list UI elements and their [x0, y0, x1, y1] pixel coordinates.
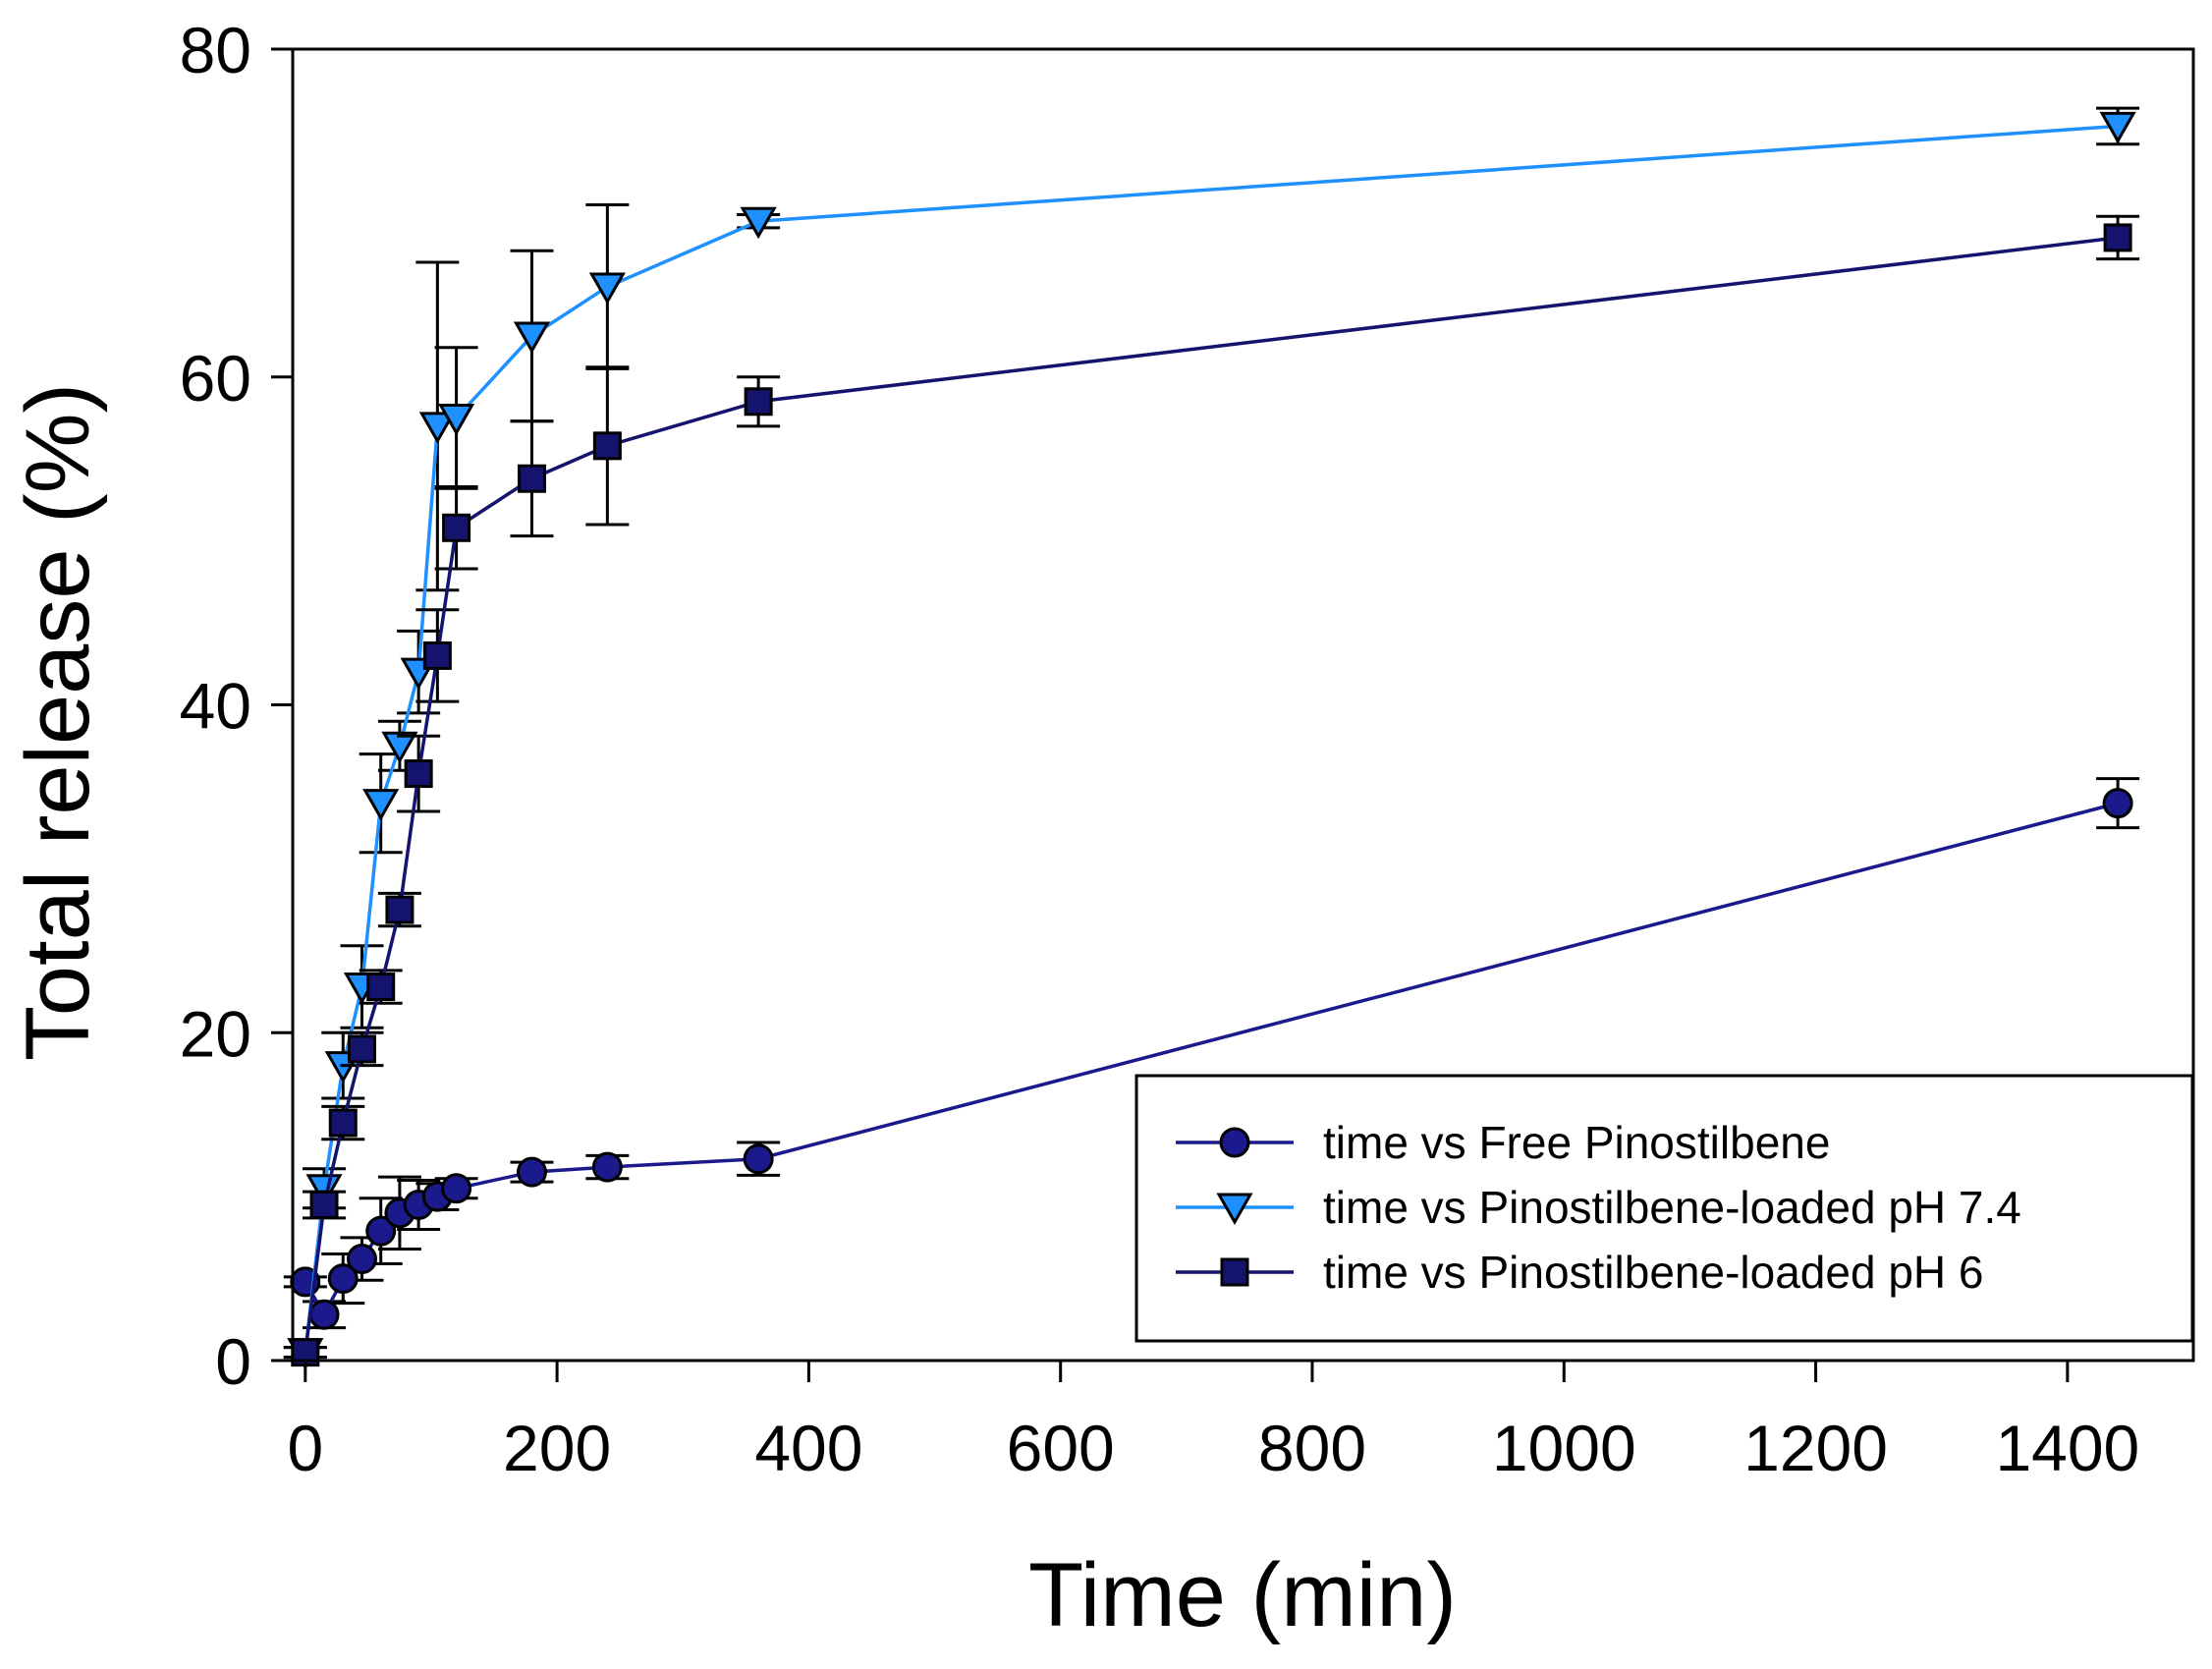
data-point	[516, 1156, 547, 1188]
y-tick-label: 80	[180, 14, 251, 86]
data-point	[513, 321, 551, 355]
y-tick-label: 40	[180, 670, 251, 743]
data-point	[365, 1215, 397, 1247]
x-tick-label: 600	[1007, 1412, 1115, 1484]
x-tick-label: 1400	[1995, 1412, 2139, 1484]
data-point	[2099, 111, 2136, 144]
x-tick-label: 200	[503, 1412, 611, 1484]
x-tick-label: 0	[287, 1412, 323, 1484]
data-point	[591, 1151, 623, 1183]
data-point	[362, 789, 400, 821]
data-point	[442, 513, 471, 542]
legend-label: time vs Free Pinostilbene	[1323, 1117, 1830, 1168]
data-point	[366, 973, 396, 1002]
data-point	[381, 731, 418, 764]
x-tick-label: 400	[754, 1412, 862, 1484]
data-point	[592, 431, 622, 461]
data-point	[438, 403, 475, 436]
x-tick-label: 1000	[1492, 1412, 1636, 1484]
y-tick-label: 0	[215, 1325, 251, 1398]
plot-area	[283, 106, 2140, 1370]
y-tick-label: 60	[180, 342, 251, 415]
data-point	[744, 387, 773, 417]
data-point	[2102, 788, 2133, 819]
data-point	[404, 759, 433, 789]
data-point	[441, 1173, 472, 1204]
x-tick-label: 1200	[1743, 1412, 1888, 1484]
data-point	[418, 412, 456, 444]
legend-marker	[1220, 1257, 1249, 1287]
data-point	[422, 640, 452, 670]
legend-box	[1134, 1074, 2194, 1343]
series-0	[283, 777, 2140, 1330]
data-point	[740, 206, 777, 240]
y-axis-title: Total release (%)	[8, 383, 108, 1061]
y-tick-label: 20	[180, 997, 251, 1070]
legend-marker	[1216, 1193, 1253, 1226]
legend-label: time vs Pinostilbene-loaded pH 6	[1323, 1247, 1983, 1298]
data-point	[385, 895, 415, 924]
x-axis-title: Time (min)	[1028, 1545, 1457, 1645]
legend-marker	[1219, 1127, 1250, 1158]
data-point	[327, 1263, 359, 1295]
axes: Time (min) Total release (%) 0 200 400 600 8…	[8, 14, 2195, 1645]
data-point	[328, 1108, 358, 1138]
data-point	[517, 464, 546, 493]
data-point	[347, 1034, 376, 1064]
data-point	[346, 1244, 377, 1275]
data-point	[743, 1143, 774, 1175]
series-2	[283, 214, 2140, 1367]
data-point	[309, 1190, 339, 1219]
data-point	[588, 272, 626, 305]
legend-label: time vs Pinostilbene-loaded pH 7.4	[1323, 1182, 2021, 1233]
data-point	[2103, 223, 2132, 252]
data-point	[305, 1174, 343, 1206]
data-point	[308, 1299, 340, 1330]
legend: time vs Free Pinostilbene time vs Pinosti…	[1134, 1074, 2194, 1343]
x-tick-label: 800	[1258, 1412, 1366, 1484]
